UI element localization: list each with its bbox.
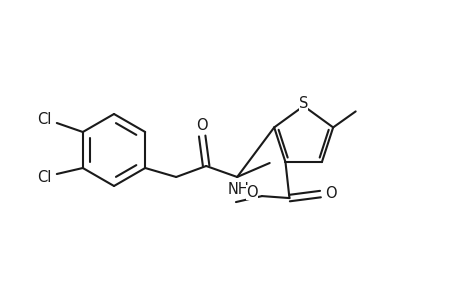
Text: NH: NH <box>227 182 249 196</box>
Text: O: O <box>324 186 336 201</box>
Text: O: O <box>246 184 257 200</box>
Text: Cl: Cl <box>37 112 51 127</box>
Text: O: O <box>196 118 207 134</box>
Text: Cl: Cl <box>37 170 51 185</box>
Text: S: S <box>298 96 308 111</box>
